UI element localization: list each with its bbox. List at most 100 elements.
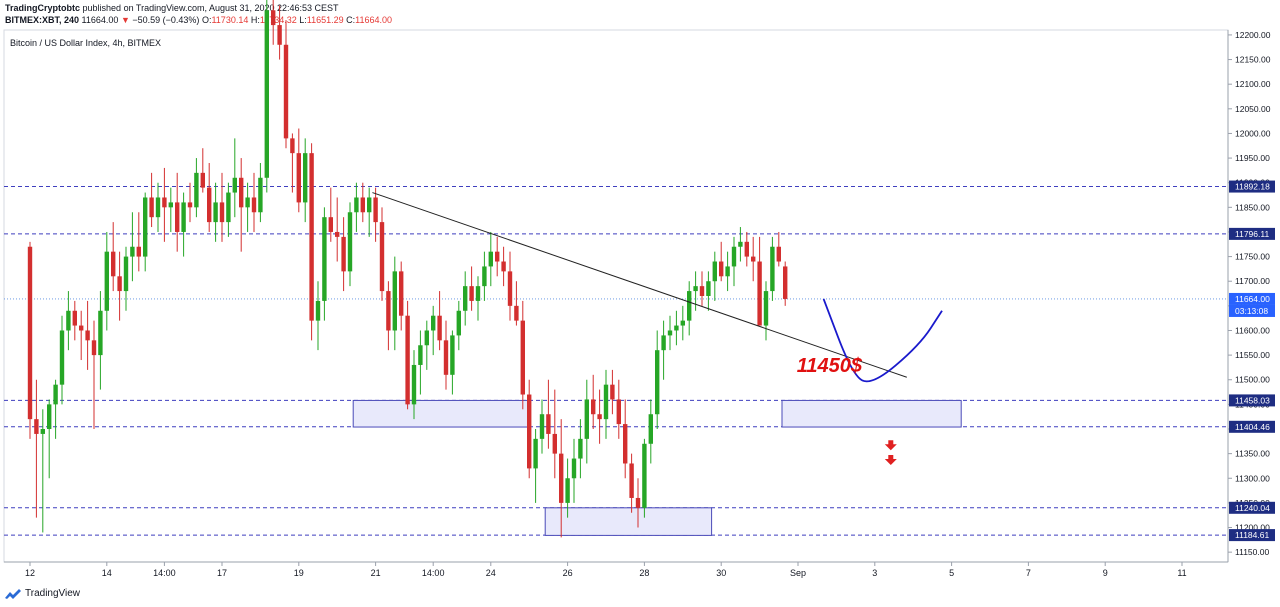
price-label-bg <box>1229 529 1275 542</box>
last-price: 11664.00 <box>81 15 119 25</box>
y-tick-label: 11500.00 <box>1235 375 1270 385</box>
candle <box>559 419 564 538</box>
candle <box>290 133 295 193</box>
candle-body <box>309 153 314 321</box>
candle <box>251 172 257 232</box>
candle <box>258 163 263 223</box>
candle <box>501 246 506 287</box>
candle <box>79 310 84 361</box>
candle <box>424 320 429 370</box>
candle-body <box>117 276 122 292</box>
candle <box>571 438 577 503</box>
support-zone <box>544 507 713 536</box>
bar-countdown: 03:13:08 <box>1235 306 1268 316</box>
candle <box>738 227 743 262</box>
candle <box>264 0 269 193</box>
candle-body <box>418 345 423 365</box>
candle <box>360 182 365 223</box>
candle-body <box>456 310 461 336</box>
candle <box>597 389 602 444</box>
candle-body <box>559 453 564 503</box>
candle <box>59 315 65 405</box>
candle <box>130 212 135 282</box>
candle-body <box>635 497 641 508</box>
candle <box>155 182 161 232</box>
candle <box>245 182 250 232</box>
candle <box>706 271 711 311</box>
price-label: 11404.46 <box>1235 422 1270 432</box>
candle-body <box>27 246 33 420</box>
candle-body <box>328 217 333 232</box>
x-tick-label: 14:00 <box>153 568 176 578</box>
candle-body <box>194 172 199 208</box>
y-tick-label: 11750.00 <box>1235 252 1270 262</box>
candle <box>507 251 513 321</box>
candle <box>392 256 397 351</box>
candle-body <box>546 414 551 434</box>
candle <box>373 187 378 242</box>
candle <box>776 231 781 267</box>
candle-body <box>667 330 673 336</box>
candle-body <box>271 10 276 26</box>
candle-body <box>283 44 289 139</box>
candle-body <box>443 340 449 375</box>
candle-body <box>738 241 743 247</box>
candle <box>143 192 148 272</box>
candle-body <box>520 320 525 395</box>
candle <box>98 291 103 390</box>
candle-body <box>367 197 372 213</box>
candle <box>744 231 749 267</box>
candle-body <box>168 202 173 208</box>
candle-body <box>744 241 749 257</box>
candle <box>328 187 333 242</box>
candle-body <box>661 335 666 351</box>
publisher-name[interactable]: TradingCryptobtc <box>5 3 81 13</box>
candle-body <box>783 266 788 299</box>
candle <box>763 281 769 341</box>
candle-body <box>136 246 141 257</box>
candle <box>123 246 129 311</box>
candle-body <box>79 325 84 331</box>
support-zone <box>352 399 530 428</box>
candle-body <box>591 399 596 415</box>
candle <box>731 236 737 287</box>
candle-body <box>431 315 436 331</box>
symbol-name: BITMEX:XBT, 240 <box>5 15 80 25</box>
candle-body <box>597 414 602 420</box>
open-value: 11730.14 <box>211 15 249 25</box>
candle <box>629 453 634 513</box>
candle-body <box>219 202 225 223</box>
candle-body <box>213 202 218 223</box>
candle-body <box>143 197 148 257</box>
candle <box>85 300 90 370</box>
candle <box>546 379 551 449</box>
candle <box>399 261 404 331</box>
y-tick-label: 11850.00 <box>1235 202 1270 212</box>
candle-body <box>98 310 103 356</box>
x-tick-label: 9 <box>1103 568 1108 578</box>
candle-body <box>655 350 660 415</box>
y-tick-label: 12050.00 <box>1235 104 1271 114</box>
candle-body <box>85 330 90 341</box>
price-label: 11664.00 <box>1235 294 1270 304</box>
candle-body <box>552 433 557 454</box>
candle <box>315 281 321 351</box>
candle-body <box>610 384 615 400</box>
candle-body <box>674 325 679 331</box>
y-tick-label: 11600.00 <box>1235 325 1270 335</box>
price-label-bg <box>1229 180 1275 193</box>
candle <box>239 158 244 252</box>
open-label: O: <box>201 15 212 25</box>
candle-body <box>495 251 500 262</box>
candle-body <box>623 424 628 464</box>
candle-body <box>501 261 506 272</box>
candle-body <box>315 300 321 321</box>
candle-body <box>642 443 647 508</box>
y-tick-label: 11700.00 <box>1235 276 1270 286</box>
footer-brand[interactable]: TradingView <box>25 588 81 599</box>
x-tick-label: Sep <box>790 568 806 578</box>
candle-body <box>264 10 269 178</box>
candle <box>187 182 193 223</box>
x-tick-label: 21 <box>371 568 381 578</box>
